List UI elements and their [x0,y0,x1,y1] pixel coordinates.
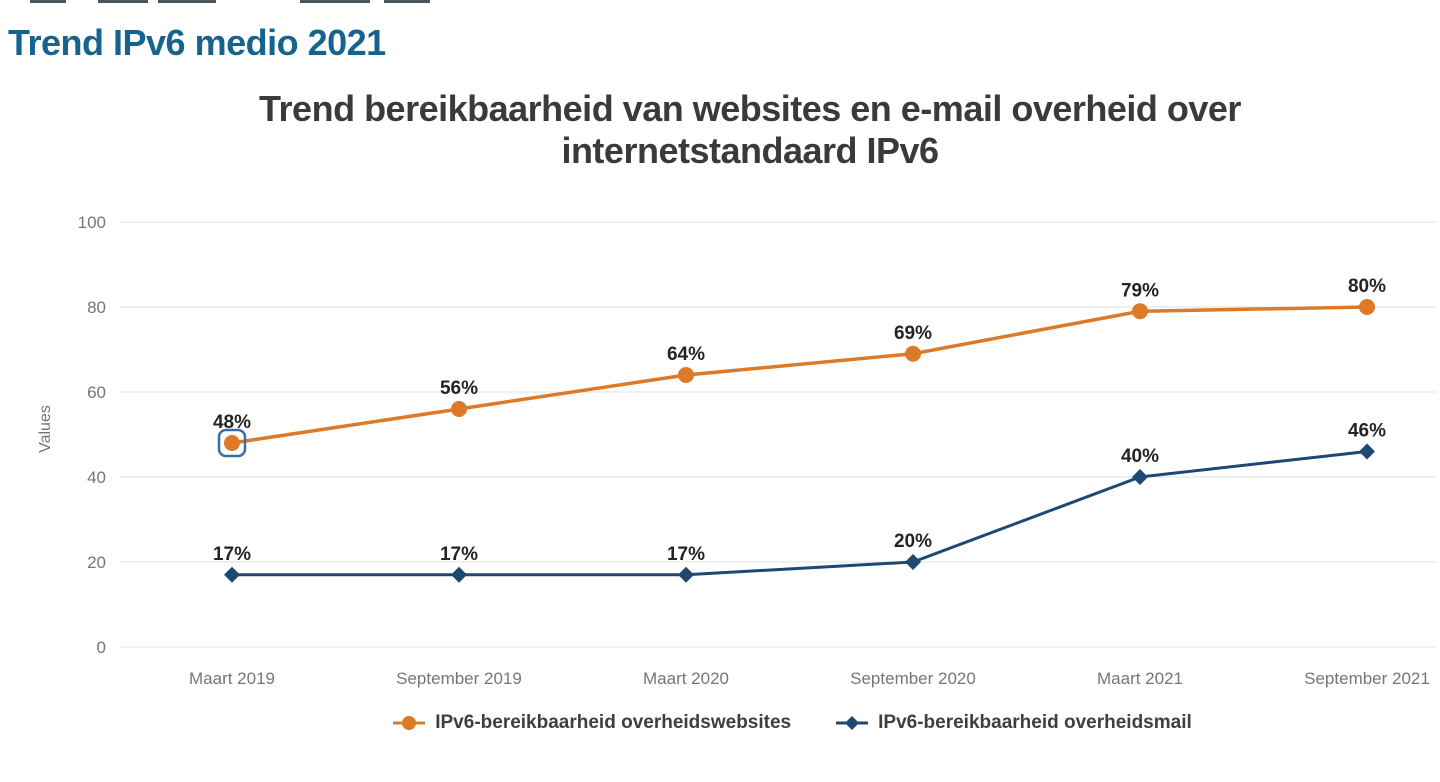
data-point-marker[interactable] [451,401,467,417]
data-point-marker[interactable] [678,566,694,583]
data-label: 48% [213,412,251,433]
selected-point-focus-ring [217,428,247,458]
data-point-marker[interactable] [1132,469,1148,485]
data-point-marker[interactable] [1359,443,1375,460]
legend-label-overheidsmail: IPv6-bereikbaarheid overheidsmail [878,712,1192,733]
x-tick-label: September 2020 [850,669,976,688]
series-line-mail [232,450,1368,577]
data-point-marker[interactable] [1359,299,1375,315]
y-tick-label: 80 [87,298,106,317]
websites-series-legend-icon [393,716,426,730]
series-line-websites [231,305,1368,445]
data-label: 40% [1121,446,1159,467]
chart-title-line-1: Trend bereikbaarheid van websites en e-m… [259,88,1241,129]
data-point-marker[interactable] [905,554,921,570]
y-axis-title: Values [37,405,54,453]
y-tick-label: 40 [87,468,106,487]
data-point-marker[interactable] [678,367,694,383]
chart-title: Trend bereikbaarheid van websites en e-m… [30,88,1440,172]
data-point-marker[interactable] [905,345,921,362]
x-tick-label: September 2019 [396,669,522,688]
page-heading: Trend IPv6 medio 2021 [8,22,386,63]
chart-title-line-2: internetstandaard IPv6 [561,130,939,171]
x-tick-label: Maart 2019 [189,669,275,688]
data-label: 17% [667,544,705,565]
data-point-marker[interactable] [224,435,240,451]
mail-series-legend-icon [836,716,869,730]
legend-item-overheidswebsites[interactable]: IPv6-bereikbaarheid overheidswebsites [392,712,791,734]
data-label: 56% [440,378,478,399]
data-label: 17% [440,544,478,565]
data-point-marker[interactable] [1132,303,1148,320]
y-tick-label: 20 [87,553,106,572]
x-tick-label: September 2021 [1304,669,1430,688]
data-label: 69% [894,323,932,344]
y-tick-label: 0 [97,638,106,657]
x-tick-label: Maart 2020 [643,669,729,688]
data-point-marker[interactable] [224,566,240,583]
data-label: 46% [1348,421,1386,442]
legend-item-overheidsmail[interactable]: IPv6-bereikbaarheid overheidsmail [835,712,1192,734]
data-label: 64% [667,344,705,365]
y-tick-label: 60 [87,383,106,402]
data-label: 79% [1121,280,1159,301]
data-label: 17% [213,544,251,565]
legend: IPv6-bereikbaarheid overheidswebsites IP… [72,712,1440,734]
data-point-marker[interactable] [451,566,467,583]
x-tick-label: Maart 2021 [1097,669,1183,688]
legend-label-overheidswebsites: IPv6-bereikbaarheid overheidswebsites [435,712,792,733]
y-tick-label: 100 [78,213,106,232]
data-label: 80% [1348,276,1386,297]
data-label: 20% [894,531,932,552]
